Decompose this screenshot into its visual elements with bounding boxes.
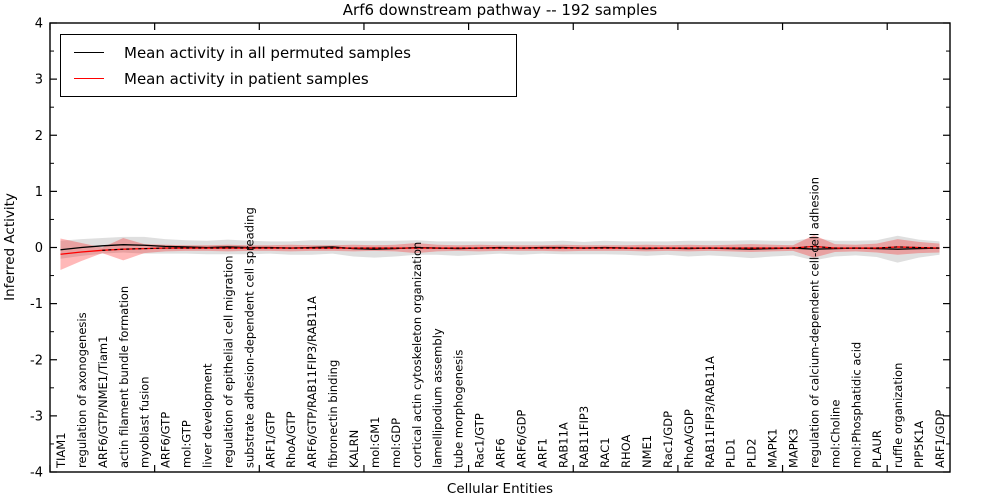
x-category-label: mol:GDP (389, 418, 403, 468)
legend-line-permuted-icon (74, 52, 104, 53)
y-tick-label: 1 (35, 185, 43, 200)
x-category-label: tube morphogenesis (452, 350, 466, 468)
x-category-label: ARF6/GTP/RAB11FIP3/RAB11A (305, 296, 319, 468)
x-category-label: PLD2 (745, 438, 759, 468)
x-category-label: RAB11A (556, 422, 570, 468)
x-category-label: ARF6/GTP/NME1/Tiam1 (96, 336, 110, 468)
x-category-label: RAC1 (598, 437, 612, 468)
x-category-label: actin filament bundle formation (117, 286, 131, 468)
x-category-label: cortical actin cytoskeleton organization (410, 242, 424, 468)
x-category-label: NME1 (640, 435, 654, 468)
legend-item-patient: Mean activity in patient samples (74, 69, 516, 89)
x-category-label: ARF1/GTP (263, 412, 277, 468)
x-category-label: RhoA/GDP (682, 409, 696, 468)
x-category-label: RAB11FIP3/RAB11A (703, 356, 717, 468)
x-category-label: ARF6/GTP (159, 412, 173, 468)
x-category-label: mol:Choline (828, 400, 842, 468)
x-category-label: mol:Phosphatidic acid (849, 342, 863, 468)
y-tick-label: 0 (35, 241, 43, 256)
x-category-label: ARF1/GDP (933, 410, 947, 468)
x-category-label: ARF1 (535, 438, 549, 468)
x-category-label: mol:GM1 (368, 417, 382, 468)
x-category-label: MAPK1 (766, 428, 780, 468)
y-tick-label: 4 (35, 17, 43, 32)
legend-label-patient: Mean activity in patient samples (124, 69, 369, 88)
chart-title: Arf6 downstream pathway -- 192 samples (342, 1, 658, 19)
x-category-label: RAB11FIP3 (577, 406, 591, 468)
legend-line-patient-icon (74, 78, 104, 79)
legend: Mean activity in all permuted samples Me… (60, 34, 517, 97)
y-tick-label: -1 (30, 297, 43, 312)
x-category-label: ARF6 (494, 438, 508, 468)
x-category-label: PLAUR (870, 430, 884, 468)
x-category-label: KALRN (347, 430, 361, 468)
x-category-label: regulation of axonogenesis (75, 312, 89, 468)
x-category-label: regulation of epithelial cell migration (221, 256, 235, 468)
legend-item-permuted: Mean activity in all permuted samples (74, 43, 516, 63)
y-axis-label: Inferred Activity (2, 193, 18, 301)
x-category-label: liver development (200, 363, 214, 468)
y-tick-label: -4 (30, 466, 43, 481)
x-axis-label: Cellular Entities (446, 481, 554, 497)
x-category-label: myoblast fusion (138, 376, 152, 468)
x-category-label: TIAM1 (54, 432, 68, 469)
x-category-label: substrate adhesion-dependent cell spread… (242, 207, 256, 468)
y-tick-label: 2 (35, 129, 43, 144)
y-tick-label: 3 (35, 73, 43, 88)
x-category-label: MAPK3 (787, 428, 801, 468)
x-category-label: RhoA/GTP (284, 411, 298, 468)
y-tick-label: -2 (30, 353, 43, 368)
x-category-label: Rac1/GDP (661, 411, 675, 468)
x-category-label: fibronectin binding (326, 360, 340, 468)
x-category-label: PIP5K1A (912, 421, 926, 468)
x-category-label: RHOA (619, 435, 633, 468)
x-category-label: PLD1 (724, 438, 738, 468)
x-category-label: Rac1/GTP (473, 413, 487, 468)
legend-label-permuted: Mean activity in all permuted samples (124, 43, 411, 62)
x-category-label: regulation of calcium-dependent cell-cel… (807, 177, 821, 468)
x-category-label: ARF6/GDP (514, 410, 528, 468)
x-category-label: mol:GTP (180, 420, 194, 468)
y-tick-label: -3 (30, 409, 43, 424)
overlap-dashed-line (102, 245, 940, 251)
x-category-label: ruffle organization (891, 363, 905, 468)
x-category-label: lamellipodium assembly (431, 328, 445, 468)
permuted-band (60, 235, 940, 263)
